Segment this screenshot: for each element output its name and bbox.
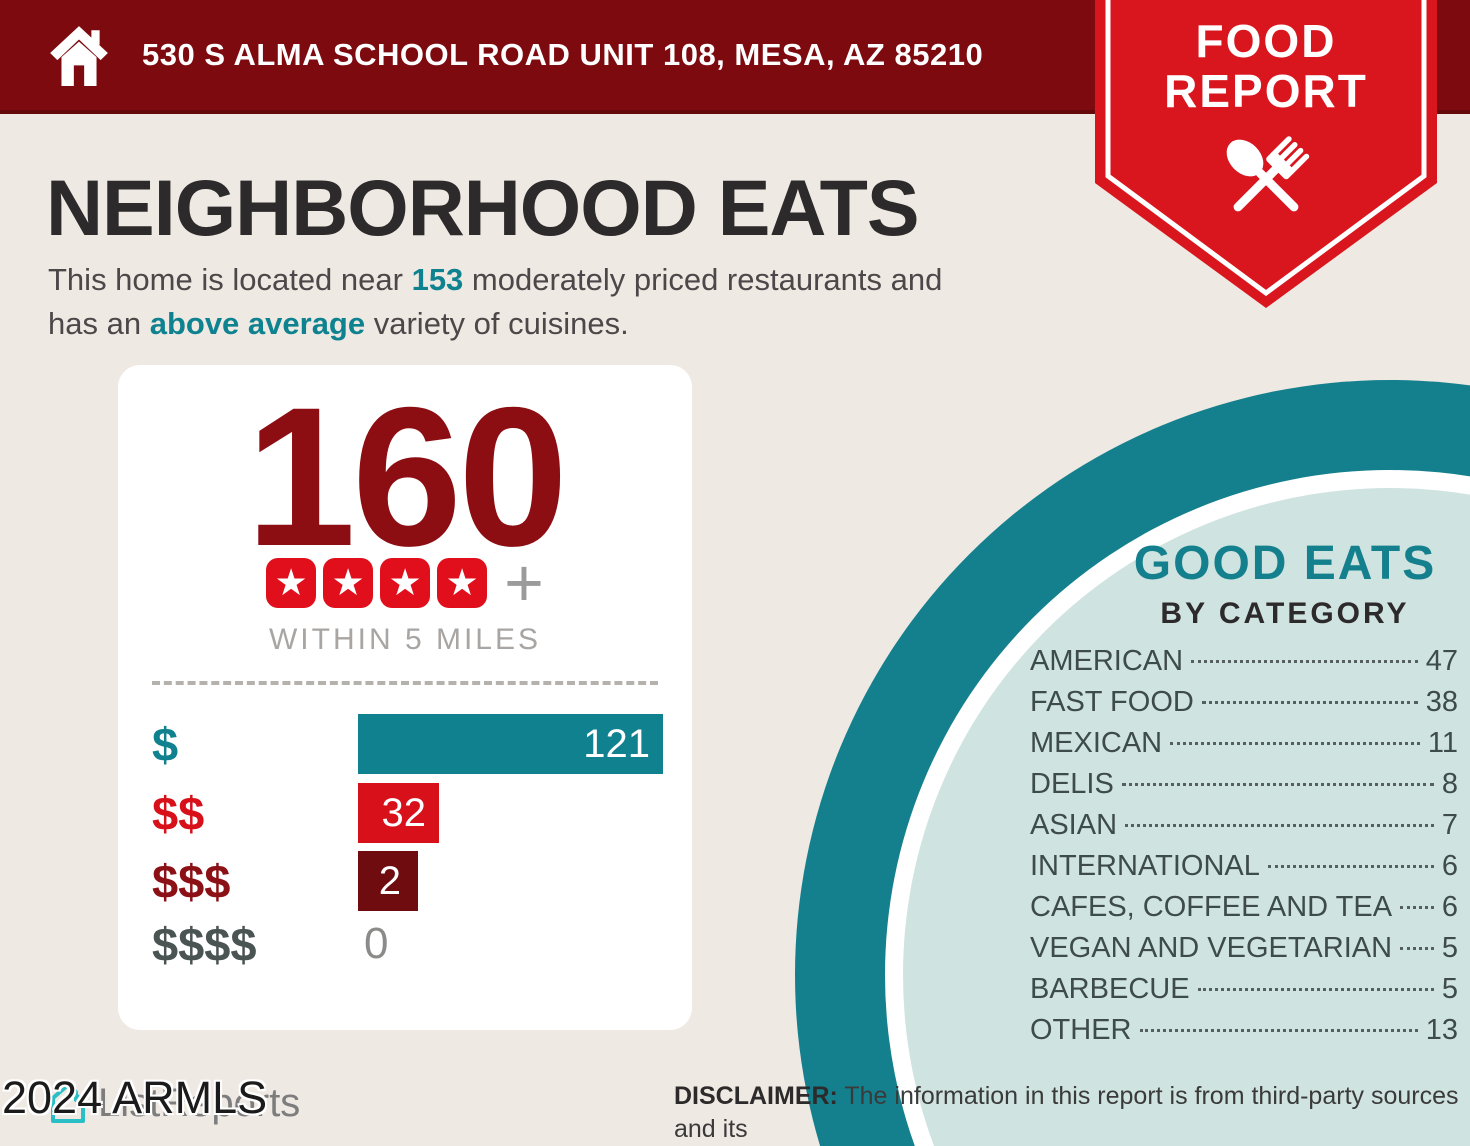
category-row: VEGAN AND VEGETARIAN 5	[1030, 932, 1458, 973]
property-address: 530 S ALMA SCHOOL ROAD UNIT 108, MESA, A…	[142, 37, 984, 72]
category-label: ASIAN	[1030, 809, 1118, 841]
plus-sign: +	[504, 545, 544, 621]
page-title: NEIGHBORHOOD EATS	[46, 163, 920, 252]
disclaimer-label: DISCLAIMER:	[674, 1082, 838, 1110]
category-label: BARBECUE	[1030, 973, 1190, 1005]
category-count: 8	[1441, 768, 1458, 800]
category-label: AMERICAN	[1030, 645, 1184, 677]
category-row: FAST FOOD 38	[1030, 686, 1458, 727]
price-tier-bar: 32	[358, 783, 439, 843]
price-tier-row: $$ 32	[152, 782, 439, 844]
badge-ribbon-shape	[1095, 0, 1437, 308]
dotted-leader	[1197, 988, 1434, 991]
category-count: 6	[1441, 891, 1458, 923]
price-tier-value: 0	[364, 919, 389, 968]
category-row: ASIAN 7	[1030, 809, 1458, 850]
category-label: INTERNATIONAL	[1030, 850, 1260, 882]
price-tier-value: 121	[583, 721, 650, 766]
badge-title-line1: FOOD	[1195, 15, 1337, 67]
category-label: DELIS	[1030, 768, 1114, 800]
price-tier-bar: 2	[358, 851, 418, 911]
disclaimer: DISCLAIMER: The information in this repo…	[674, 1080, 1470, 1146]
price-tier-label: $$$	[152, 854, 231, 908]
category-row: OTHER 13	[1030, 1014, 1458, 1055]
category-list: AMERICAN 47 FAST FOOD 38 MEXICAN 11 DELIS 8 …	[1030, 645, 1458, 1055]
star-icon: ★	[266, 558, 317, 608]
category-count: 13	[1425, 1014, 1458, 1046]
dotted-leader	[1267, 865, 1434, 868]
category-label: OTHER	[1030, 1014, 1132, 1046]
crossed-spoon-and-fork-icon	[1226, 136, 1310, 212]
restaurant-summary-card: 160 ★ ★ ★ ★ + WITHIN 5 MILES $ 121 $$ 32…	[118, 365, 692, 1030]
category-row: BARBECUE 5	[1030, 973, 1458, 1014]
rating-stars: ★ ★ ★ ★ +	[118, 545, 692, 621]
category-count: 5	[1441, 973, 1458, 1005]
dotted-leader	[1201, 701, 1418, 704]
good-eats-subtitle: BY CATEGORY	[1160, 597, 1410, 630]
dotted-leader	[1125, 824, 1434, 827]
star-icon: ★	[380, 558, 431, 608]
price-tier-row: $$$$ 0	[152, 913, 388, 975]
category-count: 6	[1441, 850, 1458, 882]
dotted-leader	[1139, 1029, 1418, 1032]
price-tier-label: $$$$	[152, 917, 257, 971]
intro-text-2: moderately priced restaurants and	[463, 262, 943, 297]
listreports-logo-icon	[51, 1083, 85, 1123]
price-tier-row: $ 121	[152, 713, 663, 775]
disclaimer-text-line1: The information in this report is from t…	[674, 1082, 1459, 1143]
category-count: 11	[1427, 727, 1458, 759]
intro-text-1: This home is located near	[48, 262, 412, 297]
restaurant-count-highlight: 153	[411, 262, 464, 297]
house-icon	[50, 26, 108, 86]
dotted-leader	[1121, 783, 1434, 786]
good-eats-heading: GOOD EATS BY CATEGORY	[1100, 536, 1470, 631]
category-row: MEXICAN 11	[1030, 727, 1458, 768]
radius-subtitle: WITHIN 5 MILES	[268, 623, 542, 656]
price-tier-label: $	[152, 717, 179, 771]
variety-highlight: above average	[149, 306, 366, 341]
dotted-leader	[1400, 947, 1434, 950]
restaurant-total-count: 160	[245, 366, 568, 587]
category-row: AMERICAN 47	[1030, 645, 1458, 686]
listreports-logo-text: ListReports	[98, 1080, 301, 1125]
dotted-leader	[1400, 906, 1434, 909]
armls-watermark: 2024 ARMLS	[2, 1072, 268, 1123]
price-tier-row: $$$ 2	[152, 850, 418, 912]
category-row: DELIS 8	[1030, 768, 1458, 809]
price-tier-bar: 121	[358, 714, 663, 774]
category-label: VEGAN AND VEGETARIAN	[1030, 932, 1393, 964]
category-label: CAFES, COFFEE AND TEA	[1030, 891, 1393, 923]
intro-text-4: variety of cuisines.	[365, 306, 629, 341]
dashed-divider	[152, 681, 658, 685]
price-tier-label: $$	[152, 786, 205, 840]
category-count: 7	[1441, 809, 1458, 841]
category-count: 47	[1425, 645, 1458, 677]
listreports-logo: ListReports	[48, 1080, 300, 1126]
badge-title: FOOD REPORT	[1095, 16, 1437, 116]
good-eats-title: GOOD EATS	[1133, 537, 1437, 590]
food-report-badge: FOOD REPORT	[1095, 0, 1437, 308]
category-row: CAFES, COFFEE AND TEA 6	[1030, 891, 1458, 932]
category-row: INTERNATIONAL 6	[1030, 850, 1458, 891]
category-label: MEXICAN	[1030, 727, 1163, 759]
star-icon: ★	[437, 558, 488, 608]
dotted-leader	[1170, 742, 1420, 745]
category-count: 5	[1441, 932, 1458, 964]
price-tier-value: 2	[378, 858, 401, 903]
intro-paragraph: This home is located near 153 moderately…	[48, 258, 1088, 346]
price-tier-value: 32	[381, 790, 427, 835]
star-icon: ★	[323, 558, 374, 608]
intro-text-3: has an	[48, 306, 150, 341]
dotted-leader	[1191, 660, 1418, 663]
category-count: 38	[1425, 686, 1458, 718]
badge-title-line2: REPORT	[1164, 65, 1368, 117]
category-label: FAST FOOD	[1030, 686, 1194, 718]
